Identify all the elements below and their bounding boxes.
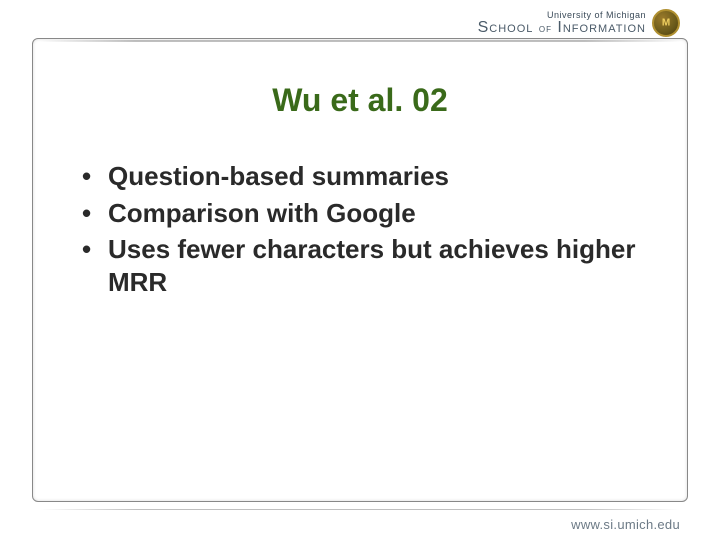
- logo-school-suffix: Information: [557, 19, 646, 36]
- logo-school: School of Information: [478, 20, 646, 36]
- seal-icon: [652, 9, 680, 37]
- logo-school-of: of: [539, 21, 552, 35]
- bullet-list: Question-based summaries Comparison with…: [78, 160, 660, 302]
- slide-title: Wu et al. 02: [0, 82, 720, 119]
- header-logo: University of Michigan School of Informa…: [310, 6, 680, 40]
- list-item: Comparison with Google: [78, 197, 660, 230]
- list-item: Uses fewer characters but achieves highe…: [78, 233, 660, 298]
- footer-url: www.si.umich.edu: [571, 517, 680, 532]
- list-item: Question-based summaries: [78, 160, 660, 193]
- logo-text: University of Michigan School of Informa…: [478, 11, 646, 36]
- footer-divider: [40, 509, 680, 510]
- logo-school-prefix: School: [478, 19, 534, 36]
